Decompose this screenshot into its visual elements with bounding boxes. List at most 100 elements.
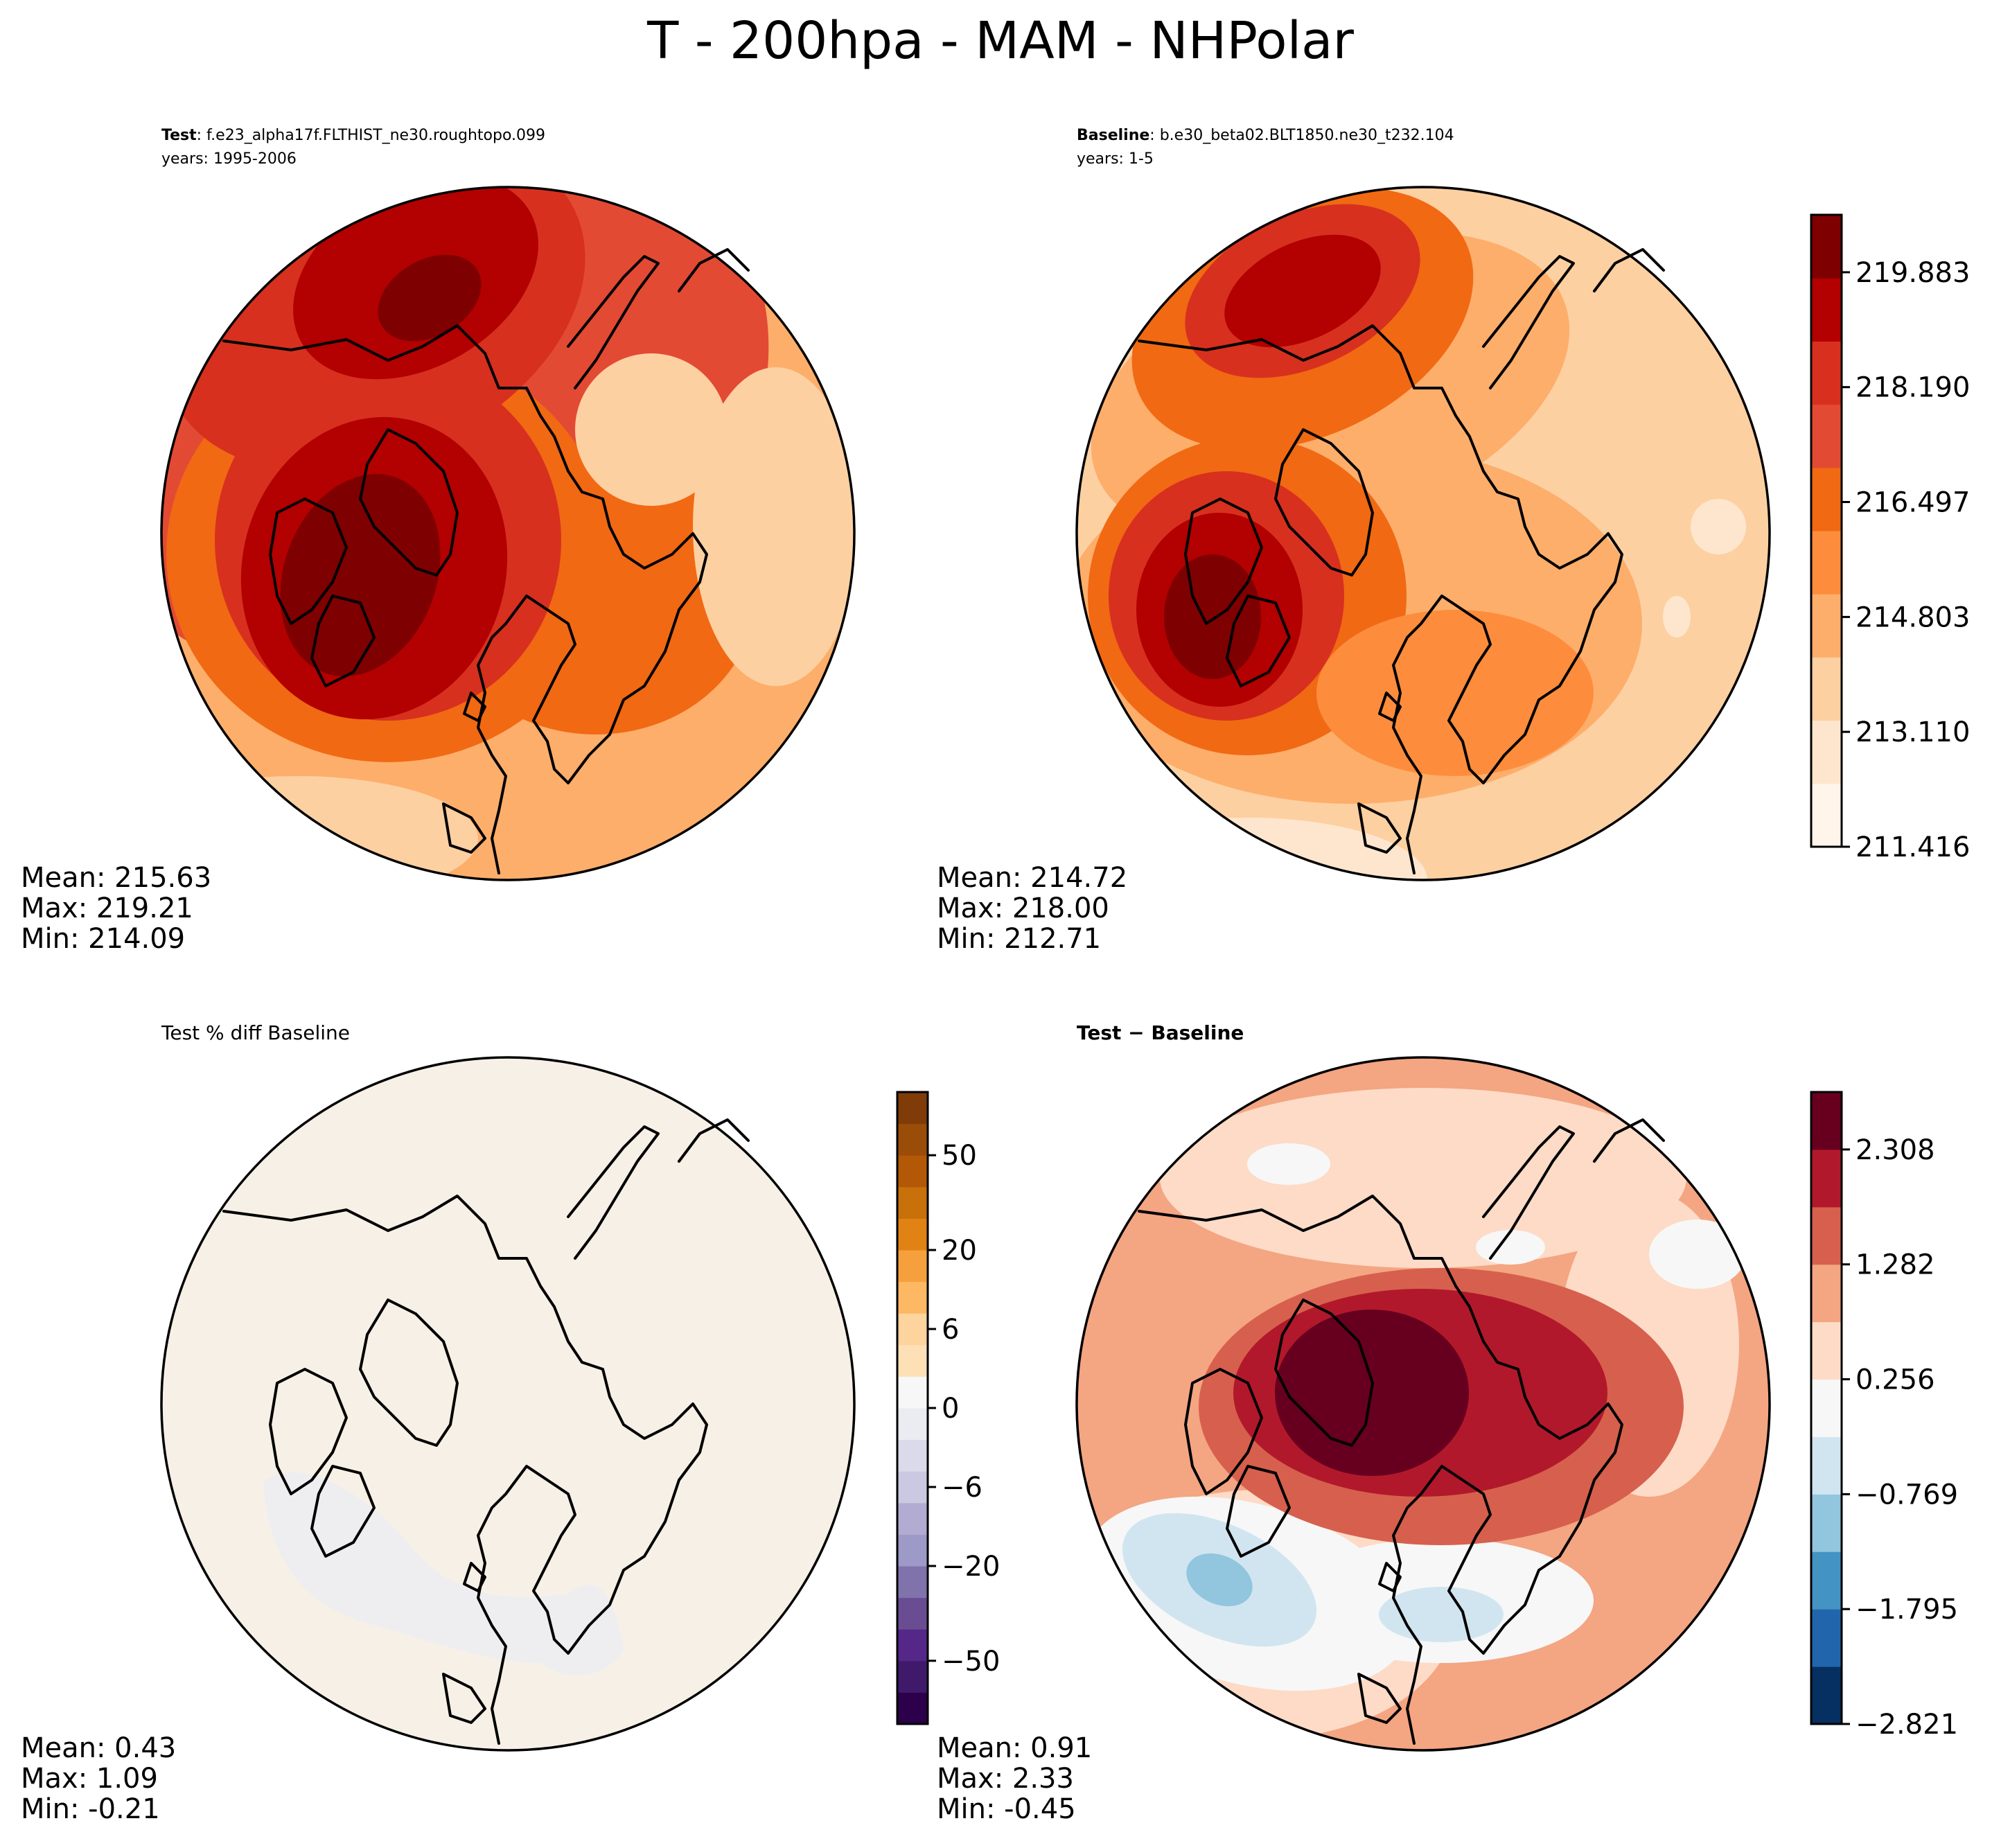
colorbar-block bbox=[897, 1534, 928, 1567]
coastlines-diff bbox=[1138, 1118, 1665, 1745]
stat-min: Min: 214.09 bbox=[21, 923, 185, 955]
coastlines-pctdiff bbox=[222, 1118, 750, 1745]
stat-max: Max: 1.09 bbox=[21, 1763, 158, 1795]
colorbar-main: 219.883 218.190 216.497 214.803 213.110 211.4… bbox=[1810, 213, 1970, 863]
map-field-level bbox=[1164, 554, 1261, 679]
colorbar-tick-label: 213.110 bbox=[1855, 716, 1970, 748]
colorbar-pct: 50 20 6 0 −6 −20 −50 bbox=[896, 1091, 1000, 1725]
colorbar-block bbox=[1811, 1551, 1842, 1610]
colorbar-block bbox=[1811, 1494, 1842, 1552]
panel-baseline-label: Baseline: b.e30_beta02.BLT1850.ne30_t232… bbox=[1077, 127, 1454, 144]
colorbar-tick-label: 216.497 bbox=[1855, 487, 1970, 519]
colorbar-tick-label: 211.416 bbox=[1855, 831, 1970, 863]
colorbar-tick-label: 50 bbox=[942, 1140, 977, 1172]
colorbar-block bbox=[1811, 1206, 1842, 1265]
colorbar-block bbox=[1811, 1264, 1842, 1323]
panel-test: Test: f.e23_alpha17f.FLTHIST_ne30.rought… bbox=[21, 127, 856, 955]
map-boundary bbox=[160, 1056, 856, 1752]
coastlines-baseline bbox=[1138, 248, 1665, 874]
panel-baseline-years: years: 1-5 bbox=[1077, 150, 1154, 168]
map-field-level bbox=[1186, 1553, 1253, 1607]
colorbar-block bbox=[897, 1123, 928, 1156]
colorbar-block bbox=[897, 1218, 928, 1251]
colorbar-block bbox=[897, 1344, 928, 1377]
map-diff bbox=[1077, 1057, 1770, 1750]
colorbar-tick-label: −0.769 bbox=[1855, 1479, 1958, 1511]
colorbar-block bbox=[1811, 404, 1842, 468]
colorbar-block bbox=[897, 1471, 928, 1504]
colorbar-tick-label: −1.795 bbox=[1855, 1594, 1958, 1626]
panel-diff-label: Test − Baseline bbox=[1077, 1021, 1244, 1044]
colorbar-tick-label: −20 bbox=[942, 1551, 1000, 1583]
colorbar-block bbox=[1811, 783, 1842, 847]
panel-diff: Test − Baseline bbox=[937, 1021, 1771, 1825]
panel-pctdiff-label: Test % diff Baseline bbox=[161, 1021, 350, 1044]
colorbar-block bbox=[897, 1408, 928, 1441]
map-field-level bbox=[693, 367, 854, 686]
panel-baseline: Baseline: b.e30_beta02.BLT1850.ne30_t232… bbox=[937, 127, 1771, 955]
stat-max: Max: 219.21 bbox=[21, 892, 193, 924]
panel-test-label: Test: f.e23_alpha17f.FLTHIST_ne30.rought… bbox=[161, 127, 545, 144]
map-baseline bbox=[1077, 187, 1770, 880]
map-field-level bbox=[1316, 610, 1594, 776]
colorbar-block bbox=[897, 1566, 928, 1599]
colorbar-block bbox=[897, 1597, 928, 1630]
stat-max: Max: 2.33 bbox=[937, 1763, 1074, 1795]
colorbar-tick-label: 2.308 bbox=[1855, 1134, 1935, 1166]
stat-min: Min: 212.71 bbox=[937, 923, 1101, 955]
colorbar-tick-label: 20 bbox=[942, 1235, 977, 1267]
colorbar-block bbox=[1811, 1379, 1842, 1437]
map-field-level bbox=[378, 254, 482, 342]
colorbar-block bbox=[1811, 1609, 1842, 1667]
map-field-level bbox=[1247, 1143, 1330, 1185]
colorbar-block bbox=[897, 1376, 928, 1409]
map-field-level bbox=[1379, 1587, 1504, 1642]
map-field-level bbox=[263, 1472, 624, 1675]
colorbar-block bbox=[1811, 278, 1842, 342]
colorbar-tick-label: 0 bbox=[942, 1393, 959, 1425]
map-field-level bbox=[280, 474, 441, 676]
colorbar-tick-label: 6 bbox=[942, 1314, 959, 1346]
colorbar-block bbox=[1811, 657, 1842, 721]
map-field-level bbox=[575, 353, 728, 506]
stat-min: Min: -0.21 bbox=[21, 1793, 160, 1825]
colorbar-block bbox=[897, 1629, 928, 1662]
map-pctdiff bbox=[161, 1057, 854, 1750]
colorbar-block bbox=[1811, 467, 1842, 531]
colorbar-block bbox=[897, 1092, 928, 1125]
colorbar-block bbox=[897, 1660, 928, 1693]
colorbar-block bbox=[897, 1313, 928, 1346]
colorbar-block bbox=[897, 1439, 928, 1472]
colorbar-block bbox=[1811, 215, 1842, 279]
colorbar-block bbox=[1811, 1436, 1842, 1495]
colorbar-block bbox=[1811, 1321, 1842, 1380]
colorbar-block bbox=[897, 1186, 928, 1219]
stat-max: Max: 218.00 bbox=[937, 892, 1109, 924]
colorbar-block bbox=[897, 1250, 928, 1283]
map-boundary bbox=[160, 186, 856, 881]
colorbar-block bbox=[897, 1502, 928, 1535]
colorbar-block bbox=[1811, 531, 1842, 595]
colorbar-tick-label: 218.190 bbox=[1855, 372, 1970, 404]
colorbar-block bbox=[1811, 1149, 1842, 1208]
stat-min: Min: -0.45 bbox=[937, 1793, 1076, 1825]
colorbar-block bbox=[897, 1155, 928, 1188]
colorbar-tick-label: 0.256 bbox=[1855, 1364, 1935, 1396]
colorbar-block bbox=[1811, 1092, 1842, 1150]
colorbar-tick-label: −50 bbox=[942, 1646, 1000, 1678]
stat-mean: Mean: 215.63 bbox=[21, 862, 211, 894]
map-field-level bbox=[1649, 1220, 1746, 1289]
colorbar-block bbox=[1811, 341, 1842, 405]
stat-mean: Mean: 0.43 bbox=[21, 1732, 176, 1764]
coastlines-test bbox=[222, 248, 750, 874]
colorbar-block bbox=[1811, 720, 1842, 784]
stat-mean: Mean: 214.72 bbox=[937, 862, 1127, 894]
map-field-level bbox=[1663, 596, 1691, 637]
colorbar-tick-label: −6 bbox=[942, 1472, 982, 1504]
colorbar-block bbox=[1811, 594, 1842, 658]
colorbar-diff: 2.308 1.282 0.256 −0.769 −1.795 −2.821 bbox=[1810, 1091, 1958, 1741]
figure-title: T - 200hpa - MAM - NHPolar bbox=[646, 11, 1354, 71]
colorbar-tick-label: 1.282 bbox=[1855, 1249, 1935, 1281]
map-field-level bbox=[1224, 234, 1381, 348]
